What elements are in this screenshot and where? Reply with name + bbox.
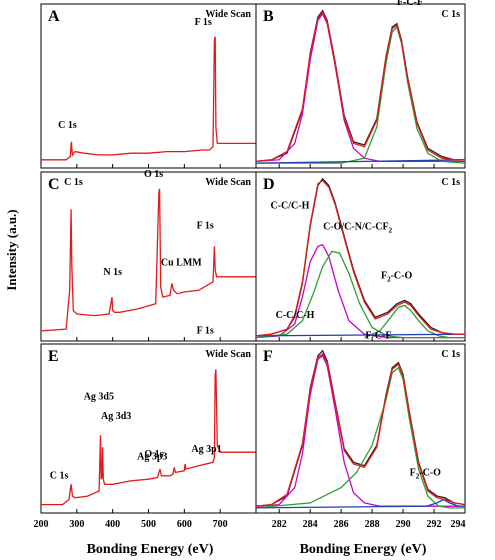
series-line-3 xyxy=(255,159,466,164)
panel-corner-label: C 1s xyxy=(441,177,460,188)
peak-annotation: O 1s xyxy=(144,449,163,460)
peak-annotation: C-C/C-H xyxy=(276,310,315,321)
panel-letter: C xyxy=(48,176,60,193)
panel-letter: F xyxy=(263,348,273,365)
panel-C: C Wide Scan C 1s N 1s O 1s Cu LMM F 1s xyxy=(40,169,257,342)
panel-frame xyxy=(255,3,466,169)
x-tick-label: 600 xyxy=(177,519,192,530)
series-line-0 xyxy=(255,9,465,163)
panel-corner-label: C 1s xyxy=(441,349,460,360)
series-line-0 xyxy=(255,349,466,507)
x-tick-label: 200 xyxy=(34,519,49,530)
series-line-2 xyxy=(255,250,465,339)
peak-annotation: C 1s xyxy=(50,470,69,481)
peak-annotation: Ag 3p1 xyxy=(191,444,221,455)
x-tick-label: 700 xyxy=(213,519,228,530)
panel-corner-label: Wide Scan xyxy=(205,177,251,188)
x-tick-label: 288 xyxy=(365,519,380,530)
peak-annotation: Ag 3d3 xyxy=(101,411,131,422)
x-tick-label: 400 xyxy=(105,519,120,530)
peak-annotation: F-C-F xyxy=(365,330,391,341)
x-tick-label: 290 xyxy=(396,519,411,530)
panel-frame xyxy=(255,171,466,342)
panel-frame xyxy=(40,171,257,342)
peak-annotation: F2-C-O xyxy=(381,270,412,283)
peak-annotation: F 1s xyxy=(195,17,212,28)
series-line-3 xyxy=(364,304,450,339)
series-line-1 xyxy=(255,243,465,339)
series-line-0 xyxy=(41,369,256,506)
panel-D: D C 1s C-C/C-H C-O/C-N/C-CF2 F2-C-O xyxy=(255,171,466,342)
x-tick-label: 284 xyxy=(303,519,318,530)
peak-annotation: F2-C-O xyxy=(410,467,441,480)
panel-frame xyxy=(40,343,257,514)
x-tick-label: 294 xyxy=(451,519,466,530)
x-tick-label: 292 xyxy=(427,519,442,530)
panel-F: F C 1s C-C/C-H F-C-F F2-C-O xyxy=(255,310,466,514)
x-axis-label-left: Bonding Energy (eV) xyxy=(87,542,214,557)
series-line-4 xyxy=(255,333,466,337)
peak-annotation: F-C-F xyxy=(397,0,423,8)
series-line-2 xyxy=(255,366,465,509)
y-axis-label: Intensity (a.u.) xyxy=(4,209,19,290)
series-line-2 xyxy=(256,25,466,164)
panel-corner-label: C 1s xyxy=(441,9,460,20)
x-axis-label-right: Bonding Energy (eV) xyxy=(300,542,427,557)
series-line-4 xyxy=(255,353,466,507)
panel-letter: E xyxy=(48,348,59,365)
panel-B: BC 1sC-C/C-HF-C-F xyxy=(255,0,466,169)
peak-annotation: Ag 3p3 xyxy=(137,451,167,462)
peak-annotation: C-O/C-N/C-CF2 xyxy=(323,221,393,234)
peak-annotation: O 1s xyxy=(144,169,163,180)
panel-frame xyxy=(255,343,466,514)
peak-annotation: C-C/C-H xyxy=(270,201,309,212)
peak-annotation: Ag 3d5 xyxy=(84,391,114,402)
peak-annotation: C 1s xyxy=(64,177,83,188)
panel-letter: D xyxy=(263,176,275,193)
peak-annotation: C 1s xyxy=(58,120,77,131)
panel-corner-label: Wide Scan xyxy=(205,9,251,20)
series-line-4 xyxy=(255,10,465,163)
x-tick-label: 286 xyxy=(334,519,349,530)
panel-A: A Wide Scan C 1s F 1s xyxy=(40,3,257,169)
peak-annotation: F 1s xyxy=(197,325,214,336)
series-line-0 xyxy=(40,188,256,332)
x-tick-label: 282 xyxy=(272,519,287,530)
peak-annotation: F 1s xyxy=(197,220,214,231)
series-line-0 xyxy=(41,36,256,161)
series-line-5 xyxy=(255,179,465,337)
peak-annotation: N 1s xyxy=(103,267,122,278)
peak-annotation: Cu LMM xyxy=(161,258,202,269)
x-tick-label: 300 xyxy=(69,519,84,530)
series-line-1 xyxy=(255,354,465,507)
panel-letter: B xyxy=(263,8,274,25)
panel-letter: A xyxy=(48,8,60,25)
panel-corner-label: Wide Scan xyxy=(205,349,251,360)
series-line-1 xyxy=(255,12,465,163)
x-tick-label: 500 xyxy=(141,519,156,530)
panels: A Wide Scan C 1s F 1s B C 1s C-C/C-H F-C-F C Wide… xyxy=(34,0,466,530)
